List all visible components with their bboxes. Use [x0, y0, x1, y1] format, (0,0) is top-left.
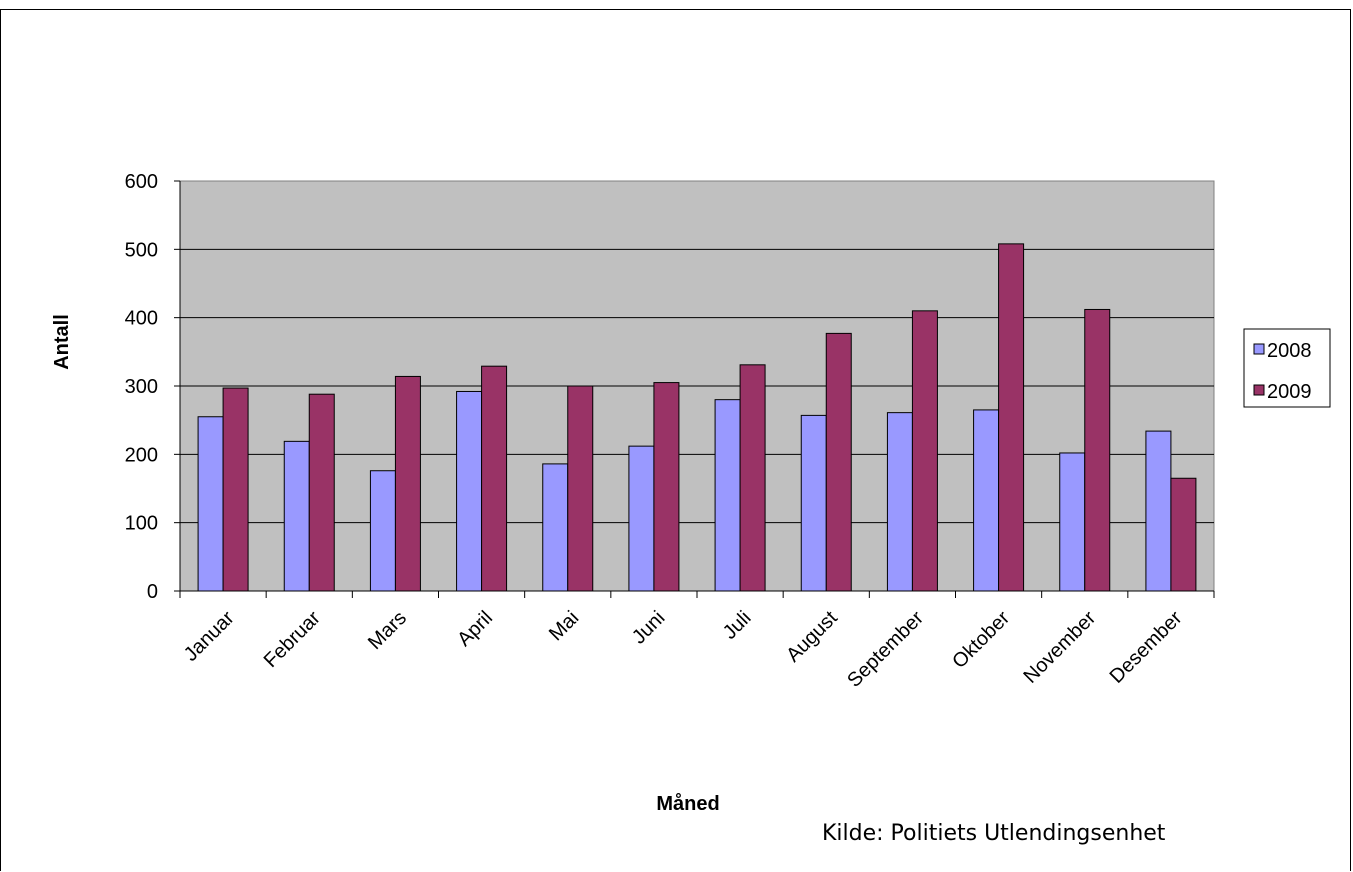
bar-2009-juli: [739, 364, 766, 592]
bar-2008-oktober: [973, 409, 1000, 592]
bar-2009-mai: [567, 385, 594, 592]
x-tick-label: Februar: [260, 607, 325, 672]
bars: [197, 243, 1197, 592]
y-tick-label: 200: [125, 444, 158, 466]
x-tick-label: August: [782, 607, 842, 667]
bar-2009-juni: [653, 382, 680, 592]
bar-2008-februar: [283, 440, 310, 592]
source-note: Kilde: Politiets Utlendingsenhet: [822, 821, 1166, 846]
y-tick-label: 400: [125, 308, 158, 330]
y-tick-label: 500: [125, 239, 158, 261]
axes: [174, 180, 1215, 598]
x-axis-title: Måned: [656, 792, 719, 815]
legend: 2008 2009: [1243, 328, 1331, 408]
legend-label-2009: 2009: [1267, 381, 1312, 403]
bar-2008-mars: [369, 470, 396, 592]
chart-frame: [0, 9, 1351, 871]
x-tick-label: Oktober: [948, 607, 1014, 673]
bar-2009-mars: [394, 375, 421, 592]
bar-2009-august: [825, 332, 852, 592]
bar-2008-november: [1059, 452, 1086, 592]
bar-2008-april: [456, 390, 483, 592]
bar-2009-september: [911, 310, 938, 592]
legend-swatch-2008: [1253, 343, 1265, 355]
y-tick-label: 100: [125, 513, 158, 535]
bar-2008-juni: [628, 445, 655, 592]
bar-2009-oktober: [998, 243, 1025, 592]
bar-2008-januar: [197, 416, 224, 592]
y-tick-label: 600: [125, 171, 158, 193]
y-tick-label: 300: [125, 376, 158, 398]
bar-2009-desember: [1170, 477, 1197, 592]
x-tick-label: Mars: [364, 607, 411, 654]
bar-2009-april: [481, 365, 508, 592]
x-tick-label: Januar: [180, 607, 239, 666]
x-tick-label: September: [843, 607, 928, 692]
x-tick-labels: Januar Februar Mars April Mai Juni Juli August S…: [180, 607, 1187, 692]
y-tick-label: 0: [147, 581, 158, 603]
bar-2008-mai: [542, 463, 569, 592]
bar-2009-november: [1084, 308, 1111, 592]
y-tick-labels: 0 100 200 300 400 500 600: [125, 171, 158, 603]
legend-label-2008: 2008: [1267, 340, 1312, 362]
gridlines: [180, 248, 1214, 524]
bar-2008-juli: [714, 399, 741, 592]
x-tick-label: Mai: [545, 607, 583, 645]
x-tick-label: November: [1019, 607, 1100, 688]
bar-2008-desember: [1145, 430, 1172, 592]
bar-2009-februar: [308, 393, 335, 592]
bar-2008-september: [886, 412, 913, 592]
x-tick-label: Juli: [719, 607, 756, 644]
legend-swatch-2009: [1253, 384, 1265, 396]
y-axis-title: Antall: [51, 314, 73, 370]
x-tick-label: Juni: [628, 607, 670, 649]
bar-2009-januar: [222, 387, 249, 592]
x-tick-label: April: [453, 607, 497, 651]
x-tick-label: Desember: [1106, 607, 1187, 688]
bar-2008-august: [800, 414, 827, 592]
